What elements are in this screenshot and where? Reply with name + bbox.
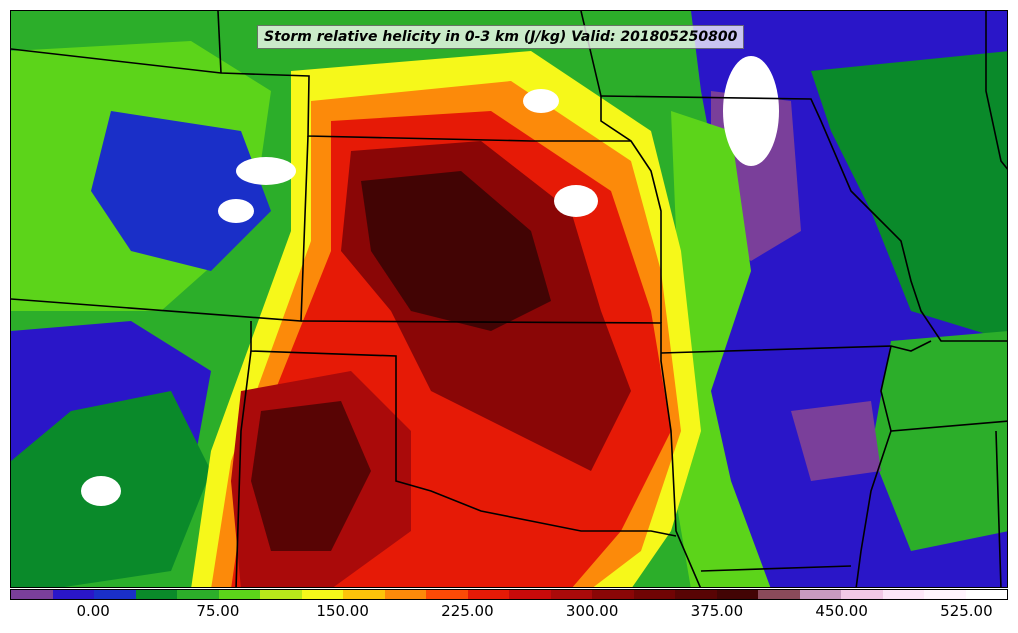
state-boundaries <box>11 11 1007 587</box>
white-patch <box>236 157 296 185</box>
colorbar <box>10 589 1008 600</box>
map-title: Storm relative helicity in 0-3 km (J/kg)… <box>264 29 738 45</box>
east-purple-zone-2 <box>791 401 881 481</box>
maroon-core-zone <box>361 171 551 331</box>
colorbar-segment <box>135 590 177 599</box>
east-green-zone <box>811 51 1007 341</box>
colorbar-segment <box>799 590 841 599</box>
colorbar-segment <box>52 590 94 599</box>
colorbar-segment <box>301 590 343 599</box>
white-patch <box>723 56 779 166</box>
colorbar-segment <box>965 590 1007 599</box>
colorbar-segment <box>94 590 136 599</box>
colorbar-segment <box>509 590 551 599</box>
colorbar-tick-label: 75.00 <box>196 602 240 620</box>
colorbar-segment <box>633 590 675 599</box>
maroon-core-zone-2 <box>251 401 371 551</box>
white-patch <box>523 89 559 113</box>
colorbar-segment <box>675 590 717 599</box>
white-patch <box>81 476 121 506</box>
colorbar-tick-label: 225.00 <box>441 602 494 620</box>
colorbar-tick-label: 375.00 <box>690 602 744 620</box>
colorbar-segment <box>426 590 468 599</box>
white-patch <box>554 185 598 217</box>
colorbar-segment <box>218 590 260 599</box>
colorbar-segment <box>924 590 966 599</box>
colorbar-tick-label: 525.00 <box>940 602 993 620</box>
colorbar-segment <box>592 590 634 599</box>
colorbar-segment <box>177 590 219 599</box>
east-green-zone-2 <box>871 331 1007 551</box>
colorbar-labels: 0.00 75.00 150.00 225.00 300.00 375.00 450.00 5… <box>10 602 1008 624</box>
west-blue-zone <box>91 111 271 271</box>
colorbar-segment <box>758 590 800 599</box>
title-box: Storm relative helicity in 0-3 km (J/kg)… <box>257 25 745 49</box>
helicity-map <box>11 11 1007 587</box>
east-green-band <box>671 111 771 587</box>
colorbar-segment <box>882 590 924 599</box>
colorbar-tick-label: 300.00 <box>565 602 619 620</box>
colorbar-segment <box>260 590 302 599</box>
colorbar-tick-label: 450.00 <box>815 602 868 620</box>
colorbar-segment <box>841 590 883 599</box>
colorbar-tick-label: 0.00 <box>76 602 110 620</box>
colorbar-segment <box>384 590 426 599</box>
colorbar-segment <box>550 590 592 599</box>
white-patch <box>218 199 254 223</box>
colorbar-segment <box>11 590 53 599</box>
colorbar-segment <box>716 590 758 599</box>
colorbar-tick-label: 150.00 <box>316 602 369 620</box>
colorbar-segment <box>467 590 509 599</box>
map-frame: Storm relative helicity in 0-3 km (J/kg)… <box>10 10 1008 588</box>
colorbar-segment <box>343 590 385 599</box>
